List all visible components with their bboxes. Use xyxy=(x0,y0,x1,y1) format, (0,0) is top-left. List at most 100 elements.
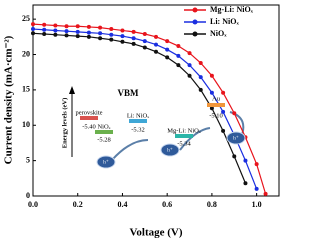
level-value: -5.32 xyxy=(131,126,145,133)
inset-title: VBM xyxy=(118,88,140,98)
data-point xyxy=(142,45,147,50)
data-point xyxy=(75,34,80,39)
data-point xyxy=(263,191,268,196)
level-name: Au xyxy=(212,95,221,102)
data-point xyxy=(98,31,103,36)
data-point xyxy=(142,32,147,37)
level-box xyxy=(80,116,98,120)
series-line xyxy=(32,23,267,195)
y-tick-label: 15 xyxy=(22,85,30,94)
data-point xyxy=(42,22,47,27)
data-point xyxy=(243,158,248,163)
inset-axis-label: Energy levels (eV) xyxy=(61,98,68,149)
level-box xyxy=(129,119,147,123)
level-value: -5.34 xyxy=(177,140,191,147)
y-axis-label: Current density (mA·cm⁻²) xyxy=(3,35,15,164)
data-point xyxy=(64,29,69,34)
data-point xyxy=(154,34,158,39)
data-point xyxy=(98,25,103,30)
data-point xyxy=(120,28,125,33)
x-tick-label: 0.6 xyxy=(162,200,172,209)
y-tick-label: 20 xyxy=(22,49,30,58)
x-tick-label: 0.0 xyxy=(28,200,38,209)
data-point xyxy=(165,47,170,52)
legend-label: NiOₓ xyxy=(210,29,227,38)
data-point xyxy=(187,51,192,56)
carrier-label: h⁺ xyxy=(103,158,109,165)
carrier-ellipse xyxy=(160,143,180,157)
data-point xyxy=(86,34,91,39)
data-point xyxy=(86,24,91,29)
level-box xyxy=(95,130,113,134)
x-tick-label: 0.8 xyxy=(207,200,217,209)
data-point xyxy=(232,111,237,116)
data-point xyxy=(31,27,35,32)
y-tick-label: 5 xyxy=(26,155,30,164)
y-tick-label: 25 xyxy=(22,14,30,23)
level-value: -5.40 xyxy=(82,123,96,130)
plot-frame xyxy=(32,4,280,197)
carrier-ellipse xyxy=(96,155,116,169)
data-point xyxy=(243,181,248,186)
level-box xyxy=(207,103,225,107)
data-point xyxy=(176,53,181,58)
data-point xyxy=(86,30,91,35)
chart: Voltage (V) Current density (mA·cm⁻²) En… xyxy=(3,4,280,239)
level-name: Li: NiOₓ xyxy=(127,112,149,119)
y-tick-label: 10 xyxy=(22,120,30,129)
data-point xyxy=(176,44,181,49)
data-point xyxy=(53,28,58,33)
data-point xyxy=(142,39,147,44)
level-value: -5.10 xyxy=(209,112,223,119)
carrier-label: h⁺ xyxy=(233,134,239,141)
data-point xyxy=(53,32,58,37)
data-point xyxy=(120,34,125,39)
data-point xyxy=(187,63,192,68)
data-point xyxy=(176,63,181,68)
data-point xyxy=(131,29,136,34)
data-point xyxy=(165,55,170,60)
data-point xyxy=(209,73,214,78)
data-point xyxy=(109,37,114,42)
data-point xyxy=(254,186,259,191)
data-point xyxy=(42,32,47,37)
y-tick-label: 0 xyxy=(26,191,30,200)
x-tick-label: 0.2 xyxy=(73,200,83,209)
data-point xyxy=(198,75,203,80)
data-point xyxy=(131,36,136,41)
data-point xyxy=(109,32,114,37)
data-point xyxy=(98,36,103,41)
data-point xyxy=(131,41,136,46)
data-point xyxy=(64,33,69,38)
data-point xyxy=(75,29,80,34)
data-point xyxy=(75,24,80,29)
level-name: NiOₓ xyxy=(97,123,110,130)
data-point xyxy=(120,39,125,44)
data-point xyxy=(31,22,35,27)
data-point xyxy=(209,90,214,95)
data-point xyxy=(154,42,158,47)
level-box xyxy=(175,134,193,138)
data-point xyxy=(187,73,192,78)
level-name: perovskite xyxy=(75,109,102,116)
carrier-ellipse xyxy=(226,131,246,145)
data-point xyxy=(64,24,69,29)
x-tick-label: 0.4 xyxy=(117,200,127,209)
carrier-label: h⁺ xyxy=(167,146,173,153)
data-point xyxy=(31,31,35,36)
data-point xyxy=(198,61,203,66)
data-point xyxy=(209,106,214,111)
data-point xyxy=(42,27,47,32)
legend-marker xyxy=(192,31,198,37)
legend-label: Mg-Li: NiOₓ xyxy=(210,5,254,14)
x-tick-label: 1.0 xyxy=(252,200,262,209)
legend-label: Li: NiOₓ xyxy=(210,17,239,26)
x-axis-label: Voltage (V) xyxy=(129,227,182,239)
legend-marker xyxy=(192,7,198,13)
inset-arrowhead xyxy=(69,86,75,94)
data-point xyxy=(53,23,58,28)
inset-flow-arrow xyxy=(179,127,211,151)
level-value: -5.28 xyxy=(97,136,111,143)
data-point xyxy=(198,87,203,92)
data-point xyxy=(109,27,114,32)
